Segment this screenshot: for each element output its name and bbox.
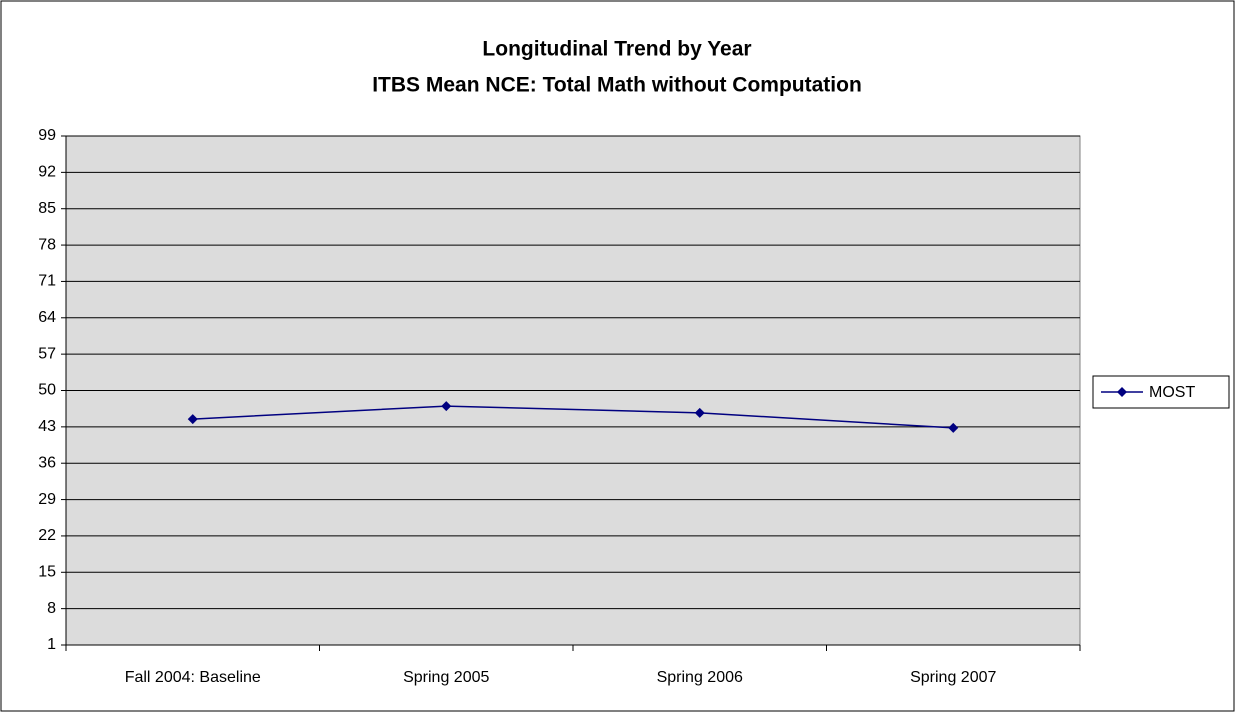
x-tick-label: Spring 2005 xyxy=(403,669,489,686)
x-tick-label: Spring 2007 xyxy=(910,669,996,686)
y-tick-label: 43 xyxy=(38,418,56,435)
y-tick-label: 15 xyxy=(38,564,56,581)
legend-label: MOST xyxy=(1149,384,1195,401)
legend-marker xyxy=(1117,387,1127,397)
data-point xyxy=(948,422,959,433)
y-tick-label: 57 xyxy=(38,345,56,362)
y-tick-label: 8 xyxy=(47,600,56,617)
chart-subtitle: ITBS Mean NCE: Total Math without Comput… xyxy=(372,74,862,97)
y-tick-label: 78 xyxy=(38,236,56,253)
x-tick-label: Fall 2004: Baseline xyxy=(125,669,261,686)
series-line xyxy=(192,405,954,429)
y-tick-label: 36 xyxy=(38,454,56,471)
y-tick-label: 85 xyxy=(38,200,56,217)
y-tick-label: 1 xyxy=(47,636,56,653)
y-tick-label: 71 xyxy=(38,273,56,290)
chart-title: Longitudinal Trend by Year xyxy=(482,38,751,61)
data-point xyxy=(694,407,705,418)
y-tick-label: 29 xyxy=(38,491,56,508)
y-tick-label: 92 xyxy=(38,164,56,181)
y-tick-label: 99 xyxy=(38,127,56,144)
x-tick-label: Spring 2006 xyxy=(657,669,743,686)
y-tick-label: 64 xyxy=(38,309,56,326)
y-tick-label: 50 xyxy=(38,382,56,399)
data-point xyxy=(441,401,452,412)
data-point xyxy=(187,414,198,425)
y-tick-label: 22 xyxy=(38,527,56,544)
